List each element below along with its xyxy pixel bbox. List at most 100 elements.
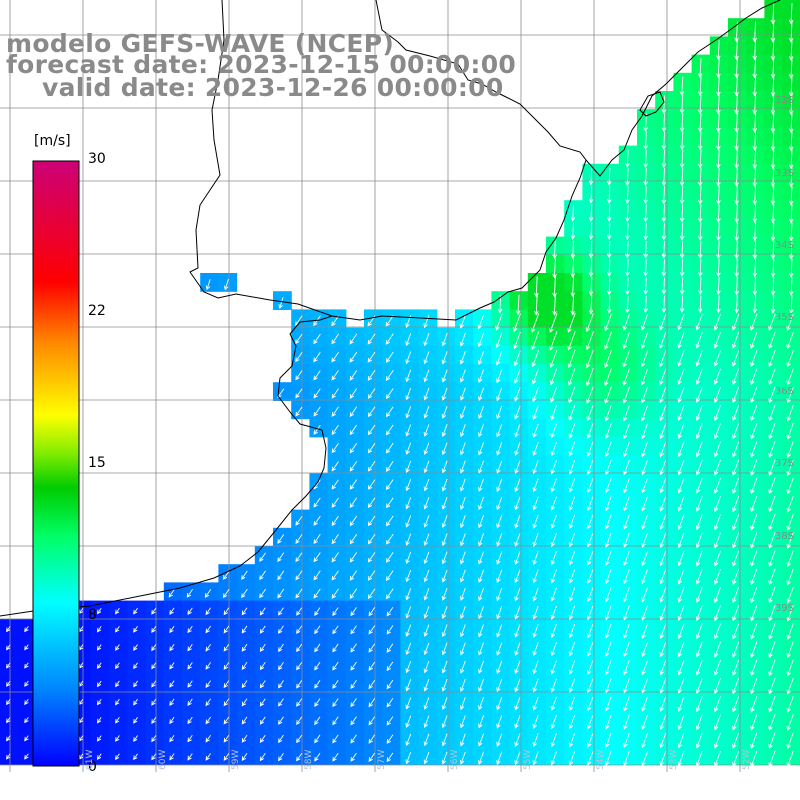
wind-arrow — [550, 478, 557, 493]
wind-arrow — [732, 623, 740, 640]
wind-arrow — [586, 642, 594, 657]
wind-arrow — [441, 405, 448, 419]
wind-arrow — [605, 714, 612, 730]
wind-arrow — [786, 331, 794, 350]
wind-arrow — [713, 623, 721, 640]
wind-arrow — [713, 405, 721, 422]
wind-arrow — [570, 204, 576, 222]
wind-arrow — [641, 532, 649, 548]
wind-arrow — [295, 552, 303, 563]
wind-arrow — [716, 94, 721, 115]
wind-arrow — [459, 314, 466, 329]
wind-arrow — [641, 678, 649, 694]
wind-arrow — [677, 514, 685, 530]
wind-arrow — [786, 350, 794, 368]
wind-arrow — [568, 660, 576, 675]
wind-arrow — [405, 406, 412, 419]
wind-arrow — [187, 662, 193, 670]
wind-arrow — [296, 698, 303, 707]
valid-date: valid date: 2023-12-26 00:00:00 — [42, 73, 504, 102]
wind-arrow — [514, 605, 521, 620]
wind-arrow — [331, 388, 339, 399]
wind-arrow — [514, 660, 521, 675]
wind-arrow — [695, 386, 703, 403]
wind-arrow — [661, 259, 667, 277]
wind-arrow — [750, 677, 758, 695]
wind-arrow — [6, 662, 11, 669]
wind-arrow — [133, 698, 138, 706]
wind-arrow — [552, 258, 557, 279]
wind-arrow — [223, 643, 230, 652]
wind-arrow — [332, 607, 339, 617]
wind-arrow — [697, 94, 703, 115]
wind-arrow — [586, 714, 594, 730]
wind-arrow — [770, 3, 776, 25]
wind-arrow — [24, 698, 29, 706]
wind-arrow — [496, 423, 503, 438]
wind-arrow — [278, 661, 284, 671]
wind-arrow — [532, 715, 539, 729]
wind-arrow — [514, 751, 521, 766]
wind-arrow — [786, 677, 794, 695]
wind-arrow — [296, 752, 303, 762]
wind-arrow — [713, 477, 721, 494]
wind-arrow — [331, 406, 339, 417]
wind-arrow — [788, 203, 794, 224]
wind-arrow — [478, 533, 485, 547]
wind-arrow — [586, 423, 594, 440]
wind-arrow — [349, 552, 358, 563]
wind-arrow — [697, 58, 703, 79]
wind-arrow — [151, 716, 157, 724]
wind-arrow — [659, 350, 667, 367]
wind-arrow — [605, 660, 612, 675]
wind-arrow — [734, 131, 739, 151]
wind-arrow — [550, 569, 557, 584]
lon-label-58w: 58W — [304, 749, 314, 770]
wind-arrow — [643, 204, 648, 223]
wind-arrow — [151, 644, 157, 652]
wind-arrow — [770, 204, 776, 224]
wind-arrow — [750, 696, 758, 713]
colorbar — [32, 160, 80, 767]
wind-arrow — [695, 750, 703, 767]
wind-arrow — [550, 514, 557, 529]
wind-arrow — [716, 258, 721, 278]
wind-arrow — [768, 477, 776, 495]
wind-arrow — [205, 680, 211, 688]
wind-arrow — [750, 477, 758, 495]
wind-arrow — [423, 588, 430, 601]
ocean-cell — [236, 709, 256, 729]
wind-arrow — [643, 131, 648, 150]
wind-arrow — [495, 350, 503, 366]
wind-arrow — [350, 679, 357, 689]
wind-arrow — [679, 149, 685, 169]
lat-label-36s: 36S — [774, 386, 794, 397]
wind-arrow — [405, 478, 412, 492]
wind-arrow — [732, 477, 740, 494]
wind-arrow — [278, 752, 284, 762]
wind-arrow — [478, 460, 485, 474]
wind-arrow — [659, 660, 667, 676]
wind-arrow — [716, 204, 721, 223]
wind-arrow — [768, 586, 776, 604]
wind-arrow — [677, 350, 685, 367]
wind-arrow — [187, 698, 193, 706]
wind-arrow — [405, 424, 412, 437]
coastline-uruguay-brazil — [189, 0, 587, 321]
wind-arrow — [385, 570, 394, 582]
wind-arrow — [568, 569, 576, 584]
wind-arrow — [532, 751, 539, 766]
wind-arrow — [405, 697, 412, 710]
wind-arrow — [295, 333, 303, 345]
wind-arrow — [550, 733, 557, 748]
wind-arrow — [677, 569, 685, 585]
wind-arrow — [441, 678, 448, 692]
wind-arrow — [367, 351, 376, 363]
wind-arrow — [605, 733, 612, 748]
wind-arrow — [750, 568, 758, 586]
wind-arrow — [367, 442, 376, 454]
wind-arrow — [732, 368, 740, 385]
wind-arrow — [514, 496, 521, 511]
wind-arrow — [750, 423, 758, 440]
wind-arrow — [459, 460, 466, 474]
